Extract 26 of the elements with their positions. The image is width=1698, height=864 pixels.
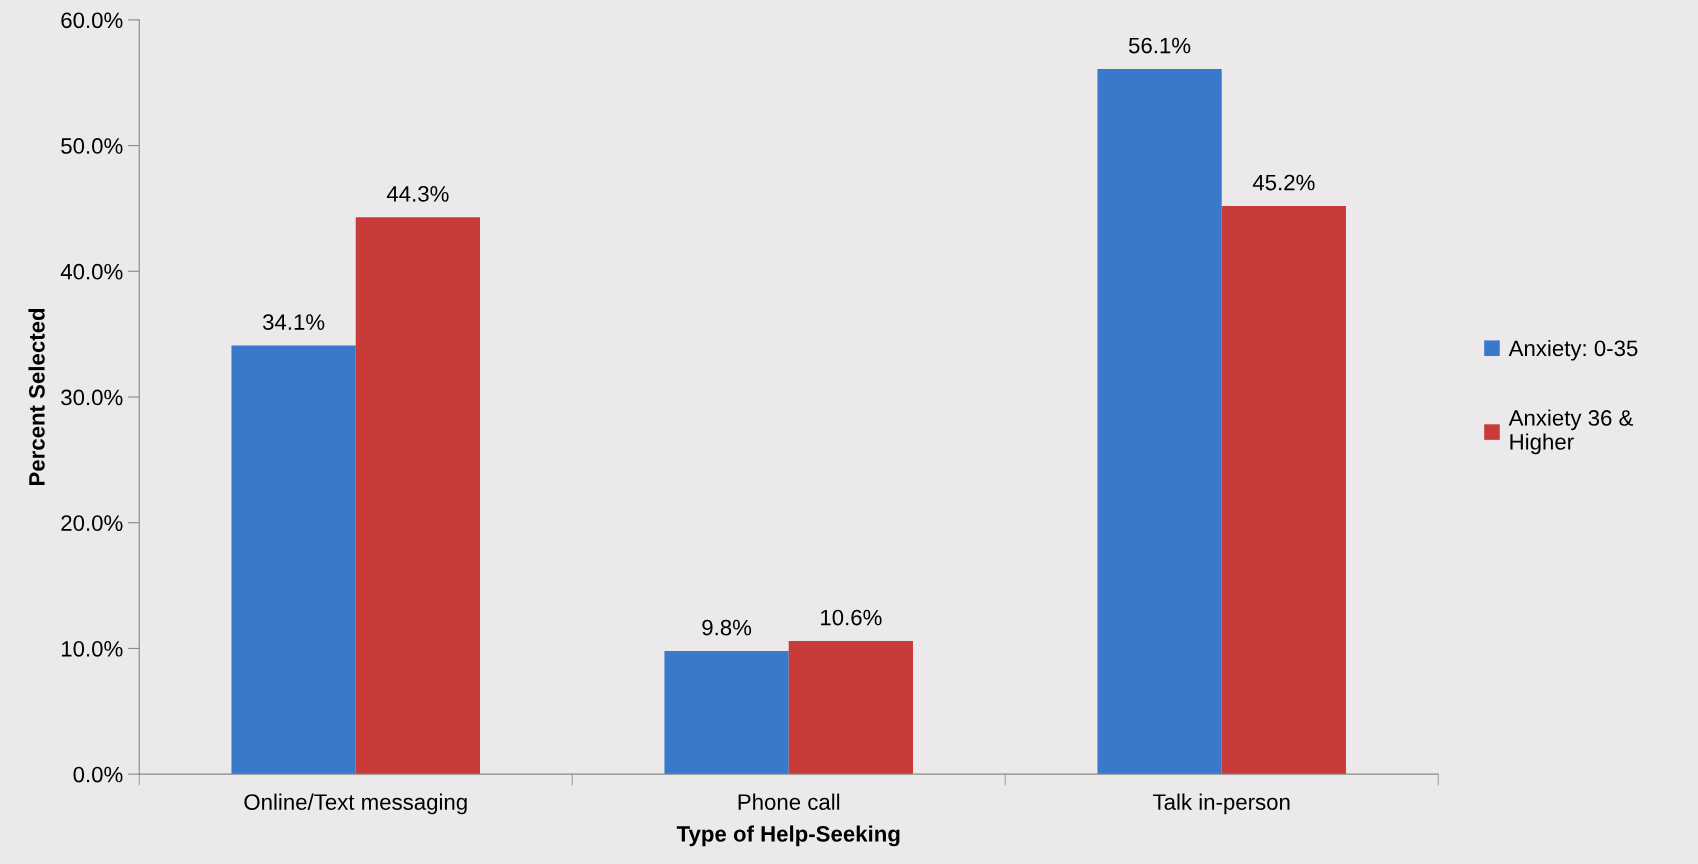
data-label: 10.6%	[821, 609, 882, 626]
bar	[1221, 205, 1346, 775]
data-label: 56.1%	[1128, 37, 1191, 54]
data-label: 45.2%	[1252, 174, 1315, 191]
y-tick-label: 0.0%	[73, 766, 123, 783]
bar	[664, 650, 789, 775]
x-tick-label: Phone call	[738, 793, 840, 810]
legend-label: Anxiety 36 & Higher	[1508, 409, 1634, 455]
y-tick-label: 20.0%	[61, 515, 123, 531]
bar	[788, 640, 913, 775]
data-label: 9.8%	[702, 619, 752, 636]
data-label: 44.3%	[386, 186, 449, 202]
y-tick-label: 50.0%	[61, 138, 123, 154]
legend-label: Anxiety: 0-35	[1508, 339, 1638, 361]
bar	[1097, 68, 1222, 775]
y-tick-label: 10.0%	[61, 640, 123, 657]
y-axis-title: Percent Selected	[28, 308, 45, 486]
x-tick-label: Talk in-person	[1153, 793, 1290, 815]
y-tick-label: 60.0%	[61, 12, 123, 29]
x-axis-title: Type of Help-Seeking	[676, 825, 900, 847]
y-tick-label: 40.0%	[60, 263, 123, 280]
bar	[231, 345, 356, 775]
y-tick-label: 30.0%	[61, 389, 123, 406]
bar	[355, 217, 480, 775]
data-label: 34.1%	[262, 314, 325, 330]
x-tick-label: Online/Text messaging	[244, 793, 467, 815]
